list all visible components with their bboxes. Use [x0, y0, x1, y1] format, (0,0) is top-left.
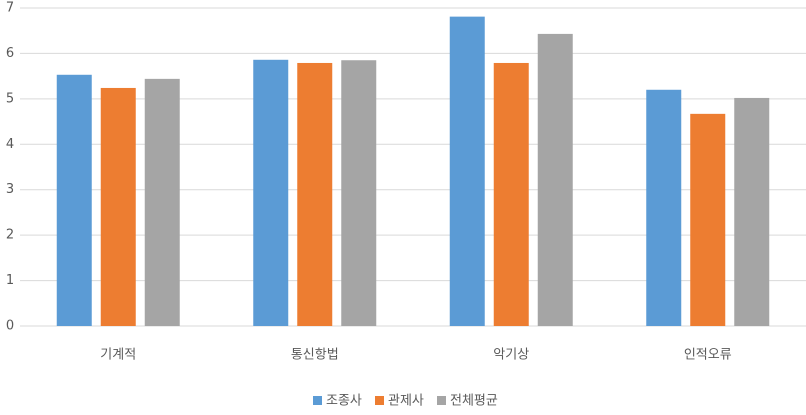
y-tick-label: 1 [6, 273, 14, 288]
bar [100, 87, 136, 326]
legend-swatch [313, 396, 322, 405]
y-tick-label: 2 [6, 228, 14, 243]
x-tick-label: 인적오류 [684, 348, 732, 363]
y-tick-label: 4 [6, 137, 14, 152]
y-tick-label: 3 [6, 182, 14, 197]
bar [253, 59, 289, 326]
bar [144, 78, 180, 327]
x-tick-label: 통신항법 [291, 348, 339, 363]
y-tick-label: 7 [6, 1, 14, 16]
legend-label: 관제사 [388, 394, 424, 409]
x-tick-label: 기계적 [100, 348, 136, 363]
bar [297, 62, 333, 327]
y-tick-label: 6 [6, 46, 14, 61]
bar [449, 16, 485, 326]
legend-swatch [375, 396, 384, 405]
x-tick-label: 악기상 [493, 348, 529, 363]
y-tick-label: 0 [6, 319, 14, 334]
bar [493, 62, 529, 327]
legend-swatch [437, 396, 446, 405]
y-tick-label: 5 [6, 91, 14, 106]
bar [646, 89, 682, 327]
bar [734, 97, 770, 326]
legend-label: 조종사 [326, 394, 362, 409]
bar [56, 74, 92, 326]
bar [537, 33, 573, 326]
bar [341, 60, 377, 326]
legend-label: 전체평균 [450, 394, 498, 409]
bar [690, 113, 726, 326]
